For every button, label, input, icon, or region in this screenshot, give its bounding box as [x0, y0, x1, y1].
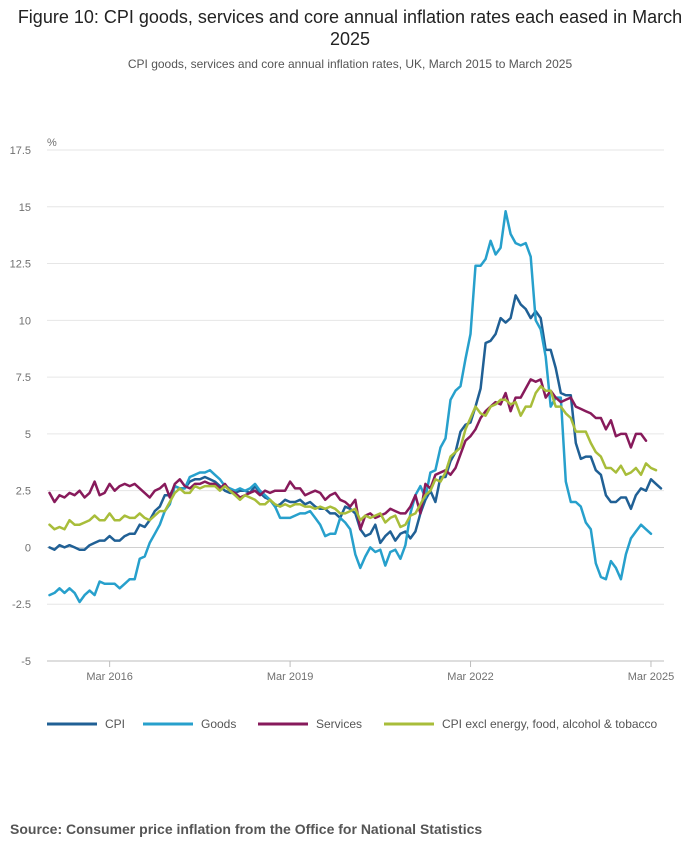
x-tick-label: Mar 2016	[86, 671, 132, 683]
y-tick-label: -2.5	[12, 599, 31, 611]
legend-label: CPI excl energy, food, alcohol & tobacco	[442, 717, 658, 731]
y-tick-label: 7.5	[16, 372, 31, 384]
y-tick-label: 10	[19, 315, 31, 327]
y-tick-label: 2.5	[16, 486, 31, 498]
y-tick-label: 15	[19, 202, 31, 214]
series-line-core	[48, 384, 658, 531]
series-line-services	[48, 378, 648, 531]
y-tick-label: 5	[25, 429, 31, 441]
y-tick-label: 17.5	[10, 145, 31, 157]
x-tick-label: Mar 2022	[447, 671, 493, 683]
line-chart: -5 -2.5 0 2.5 5 7.5 10 12.5 15 17.5% Mar 2016 Mar 2…	[10, 137, 675, 731]
legend-label: Services	[316, 717, 362, 731]
legend-label: Goods	[201, 717, 236, 731]
x-tick-label: Mar 2025	[628, 671, 674, 683]
y-tick-label: 0	[25, 542, 31, 554]
y-tick-label: -5	[21, 656, 31, 668]
y-unit-label: %	[47, 137, 57, 149]
chart-subtitle: CPI goods, services and core annual infl…	[127, 57, 573, 71]
y-tick-label: 12.5	[10, 259, 31, 271]
source-note: Source: Consumer price inflation from th…	[10, 821, 483, 837]
chart-title: Figure 10: CPI goods, services and core …	[17, 7, 683, 49]
legend-label: CPI	[105, 717, 125, 731]
x-tick-label: Mar 2019	[267, 671, 313, 683]
series-line-goods	[48, 210, 653, 604]
